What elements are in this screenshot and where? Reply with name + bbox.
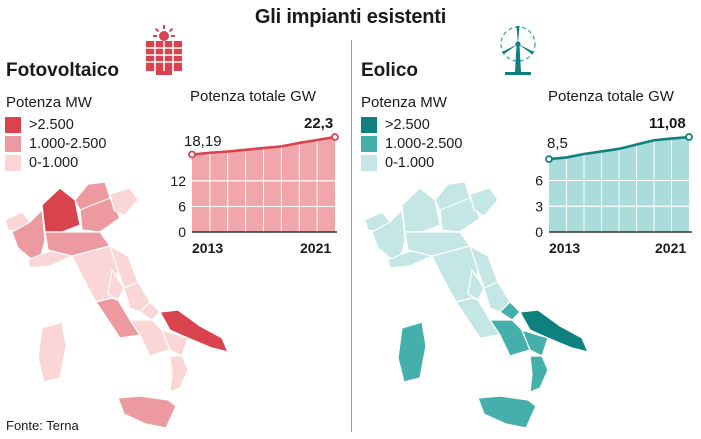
wind-x-end-label: 2021	[655, 240, 686, 256]
wind-last-value-label: 11,08	[649, 115, 686, 132]
wind-y-tick-label: 6	[535, 173, 543, 189]
region-campania	[129, 319, 171, 357]
wind-panel-title: Eolico	[361, 60, 419, 81]
solar-x-start-label: 2013	[192, 240, 223, 256]
panel-divider	[351, 40, 352, 432]
region-veneto	[79, 197, 121, 233]
wind-first-value-label: 8,5	[547, 135, 568, 152]
wind-x-start-label: 2013	[549, 240, 580, 256]
region-lombardia	[41, 187, 81, 233]
wind-swatch-low	[361, 155, 377, 171]
solar-grid: 0 6 12	[170, 173, 186, 240]
region-friuli	[109, 187, 139, 217]
solar-swatch-mid	[5, 136, 21, 152]
region-friuli	[469, 187, 499, 217]
region-puglia	[519, 309, 589, 353]
source-note: Fonte: Terna	[6, 418, 79, 433]
solar-legend-low-label: 0-1.000	[29, 155, 79, 171]
solar-legend-mid: 1.000-2.500	[5, 135, 106, 153]
region-puglia	[159, 309, 229, 353]
wind-italy-map	[364, 181, 589, 429]
wind-line	[548, 135, 690, 161]
wind-legend-high-label: >2.500	[385, 117, 430, 133]
wind-legend-mid: 1.000-2.500	[361, 135, 462, 153]
solar-area-chart: 0 6 12 18,19 22,3 2013 2021	[170, 115, 339, 256]
region-sardegna	[397, 321, 427, 383]
page-title: Gli impianti esistenti	[254, 6, 447, 28]
wind-grid: 0 3 6	[535, 173, 543, 240]
wind-legend-title: Potenza MW	[361, 94, 447, 111]
solar-legend-low: 0-1.000	[5, 154, 78, 172]
solar-legend-high-label: >2.500	[29, 117, 74, 133]
solar-line	[191, 135, 336, 156]
solar-x-end-label: 2021	[300, 240, 331, 256]
solar-swatch-low	[5, 155, 21, 171]
wind-swatch-high	[361, 117, 377, 133]
wind-swatch-mid	[361, 136, 377, 152]
solar-y-tick-label: 6	[178, 198, 186, 214]
solar-swatch-high	[5, 117, 21, 133]
wind-legend-low: 0-1.000	[361, 154, 434, 172]
region-lombardia	[401, 187, 441, 233]
solar-first-value-label: 18,19	[184, 133, 222, 150]
region-piemonte	[371, 209, 406, 261]
region-calabria	[529, 355, 549, 393]
region-veneto	[439, 197, 481, 233]
solar-start-marker	[188, 150, 196, 159]
wind-legend-low-label: 0-1.000	[385, 155, 435, 171]
wind-end-marker	[685, 133, 693, 141]
region-calabria	[169, 355, 189, 393]
wind-y-tick-label: 3	[535, 198, 543, 214]
wind-y-tick-label: 0	[535, 224, 543, 240]
solar-panel-icon	[146, 25, 182, 75]
solar-legend-mid-label: 1.000-2.500	[29, 136, 107, 152]
region-campania	[489, 319, 531, 357]
region-sicilia	[477, 395, 537, 429]
wind-area-chart: 0 3 6 8,5 11,08 2013 2021	[535, 115, 693, 256]
solar-chart-title: Potenza totale GW	[190, 88, 316, 105]
wind-start-marker	[545, 155, 553, 164]
solar-legend-title: Potenza MW	[6, 94, 92, 111]
region-piemonte	[11, 209, 46, 261]
solar-y-tick-label: 12	[170, 173, 186, 189]
solar-last-value-label: 22,3	[304, 115, 333, 132]
solar-italy-map	[4, 181, 229, 429]
solar-end-marker	[331, 133, 339, 141]
region-sicilia	[117, 395, 177, 429]
wind-legend-mid-label: 1.000-2.500	[385, 136, 463, 152]
wind-chart-title: Potenza totale GW	[548, 88, 674, 105]
wind-legend-high: >2.500	[361, 116, 430, 134]
solar-panel-title: Fotovoltaico	[6, 60, 119, 81]
solar-y-tick-label: 0	[178, 224, 186, 240]
solar-legend-high: >2.500	[5, 116, 74, 134]
wind-turbine-icon	[500, 26, 536, 75]
region-sardegna	[37, 321, 67, 383]
